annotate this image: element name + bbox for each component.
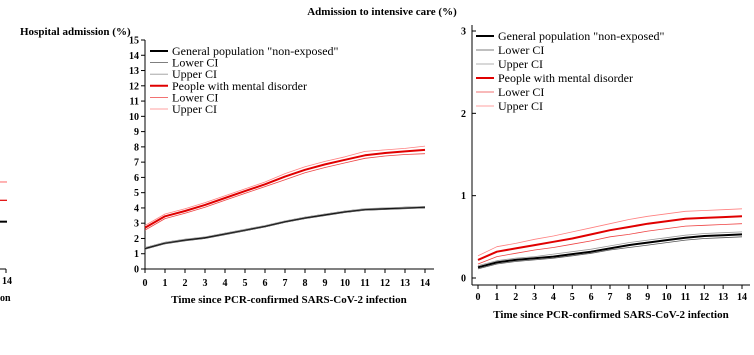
x-tick-label: 1 <box>494 292 499 303</box>
y-tick-label: 7 <box>134 158 139 169</box>
x-tick-label: 1 <box>163 278 168 289</box>
legend-entry: People with mental disorder <box>172 79 307 93</box>
y-tick-label: 5 <box>134 188 139 199</box>
x-tick-label: 6 <box>589 292 594 303</box>
legend-entry: General population "non-exposed" <box>172 44 339 58</box>
y-tick-label: 4 <box>134 203 139 214</box>
x-tick-label: 14 <box>420 278 430 289</box>
y-tick-label: 2 <box>134 234 139 245</box>
y-tick-label: 10 <box>129 112 139 123</box>
series-line-5 <box>477 208 743 257</box>
chart-title: Admission to intensive care (%) <box>307 6 457 18</box>
y-axis-title: Hospital admission (%) <box>20 26 131 38</box>
y-tick-label: 3 <box>461 27 466 38</box>
series-line-2 <box>144 206 426 248</box>
series-line-1 <box>477 236 743 270</box>
legend-entry: Lower CI <box>498 85 544 99</box>
x-tick-label: 11 <box>360 278 369 289</box>
x-axis-label: Time since PCR-confirmed SARS-CoV-2 infe… <box>493 309 728 321</box>
legend-entry: Upper CI <box>498 57 543 71</box>
y-tick-label: 12 <box>129 81 139 92</box>
x-tick-label: 7 <box>608 292 613 303</box>
x-tick-label: 2 <box>513 292 518 303</box>
series-line-4 <box>477 223 743 265</box>
x-tick-label: 9 <box>323 278 328 289</box>
series-line-3 <box>144 148 426 229</box>
x-tick-label: 10 <box>340 278 350 289</box>
series-line-3 <box>477 215 743 261</box>
legend-entry: Lower CI <box>172 90 218 104</box>
legend-entry: Lower CI <box>498 43 544 57</box>
y-tick-label: 1 <box>134 249 139 260</box>
series-line-5 <box>144 145 426 226</box>
series-line-4 <box>144 153 426 231</box>
x-tick-label: 5 <box>570 292 575 303</box>
x-tick-label: 14 <box>737 292 747 303</box>
legend: General population "non-exposed"Lower CI… <box>150 44 339 116</box>
legend-entry: Lower CI <box>172 56 218 70</box>
x-axis-label: on <box>0 293 11 304</box>
y-tick-label: 14 <box>129 51 139 62</box>
x-tick-label: 0 <box>476 292 481 303</box>
y-tick-label: 2 <box>461 109 466 120</box>
x-tick-label: 12 <box>380 278 390 289</box>
x-tick-label: 13 <box>400 278 410 289</box>
legend: General population "non-exposed"Lower CI… <box>476 29 665 113</box>
x-tick-label: 13 <box>718 292 728 303</box>
legend-entry: Upper CI <box>172 67 217 81</box>
x-tick-label: 9 <box>645 292 650 303</box>
x-tick-label: 8 <box>626 292 631 303</box>
y-tick-label: 1 <box>461 191 466 202</box>
y-tick-label: 0 <box>461 274 466 285</box>
series-line-0 <box>477 233 743 269</box>
panel-hospital-admission: Hospital admission (%) 01234567891011121… <box>20 26 434 306</box>
series-line-2 <box>477 231 743 266</box>
x-tick-label: 3 <box>532 292 537 303</box>
x-tick-label: 12 <box>699 292 709 303</box>
y-tick-label: 13 <box>129 66 139 77</box>
x-tick-label: 3 <box>203 278 208 289</box>
legend-entry: Upper CI <box>498 99 543 113</box>
y-tick-label: 11 <box>130 97 139 108</box>
x-axis-label: Time since PCR-confirmed SARS-CoV-2 infe… <box>171 294 406 306</box>
x-tick-label: 4 <box>223 278 228 289</box>
panel-cropped: 14 on <box>0 181 12 304</box>
x-tick-label: 2 <box>183 278 188 289</box>
legend-entry: General population "non-exposed" <box>498 29 665 43</box>
y-tick-label: 3 <box>134 219 139 230</box>
series-line-0 <box>144 206 426 250</box>
y-tick-label: 8 <box>134 142 139 153</box>
legend-entry: People with mental disorder <box>498 71 633 85</box>
legend-entry: Upper CI <box>172 102 217 116</box>
x-tick-label: 11 <box>681 292 690 303</box>
x-tick-label: 14 <box>2 276 12 287</box>
x-tick-label: 10 <box>662 292 672 303</box>
x-tick-label: 0 <box>143 278 148 289</box>
y-tick-label: 0 <box>134 265 139 276</box>
y-tick-label: 9 <box>134 127 139 138</box>
x-tick-label: 4 <box>551 292 556 303</box>
x-tick-label: 6 <box>263 278 268 289</box>
x-tick-label: 8 <box>303 278 308 289</box>
y-tick-label: 15 <box>129 36 139 47</box>
x-tick-label: 7 <box>283 278 288 289</box>
series-line-1 <box>144 207 426 250</box>
y-tick-label: 6 <box>134 173 139 184</box>
x-tick-label: 5 <box>243 278 248 289</box>
